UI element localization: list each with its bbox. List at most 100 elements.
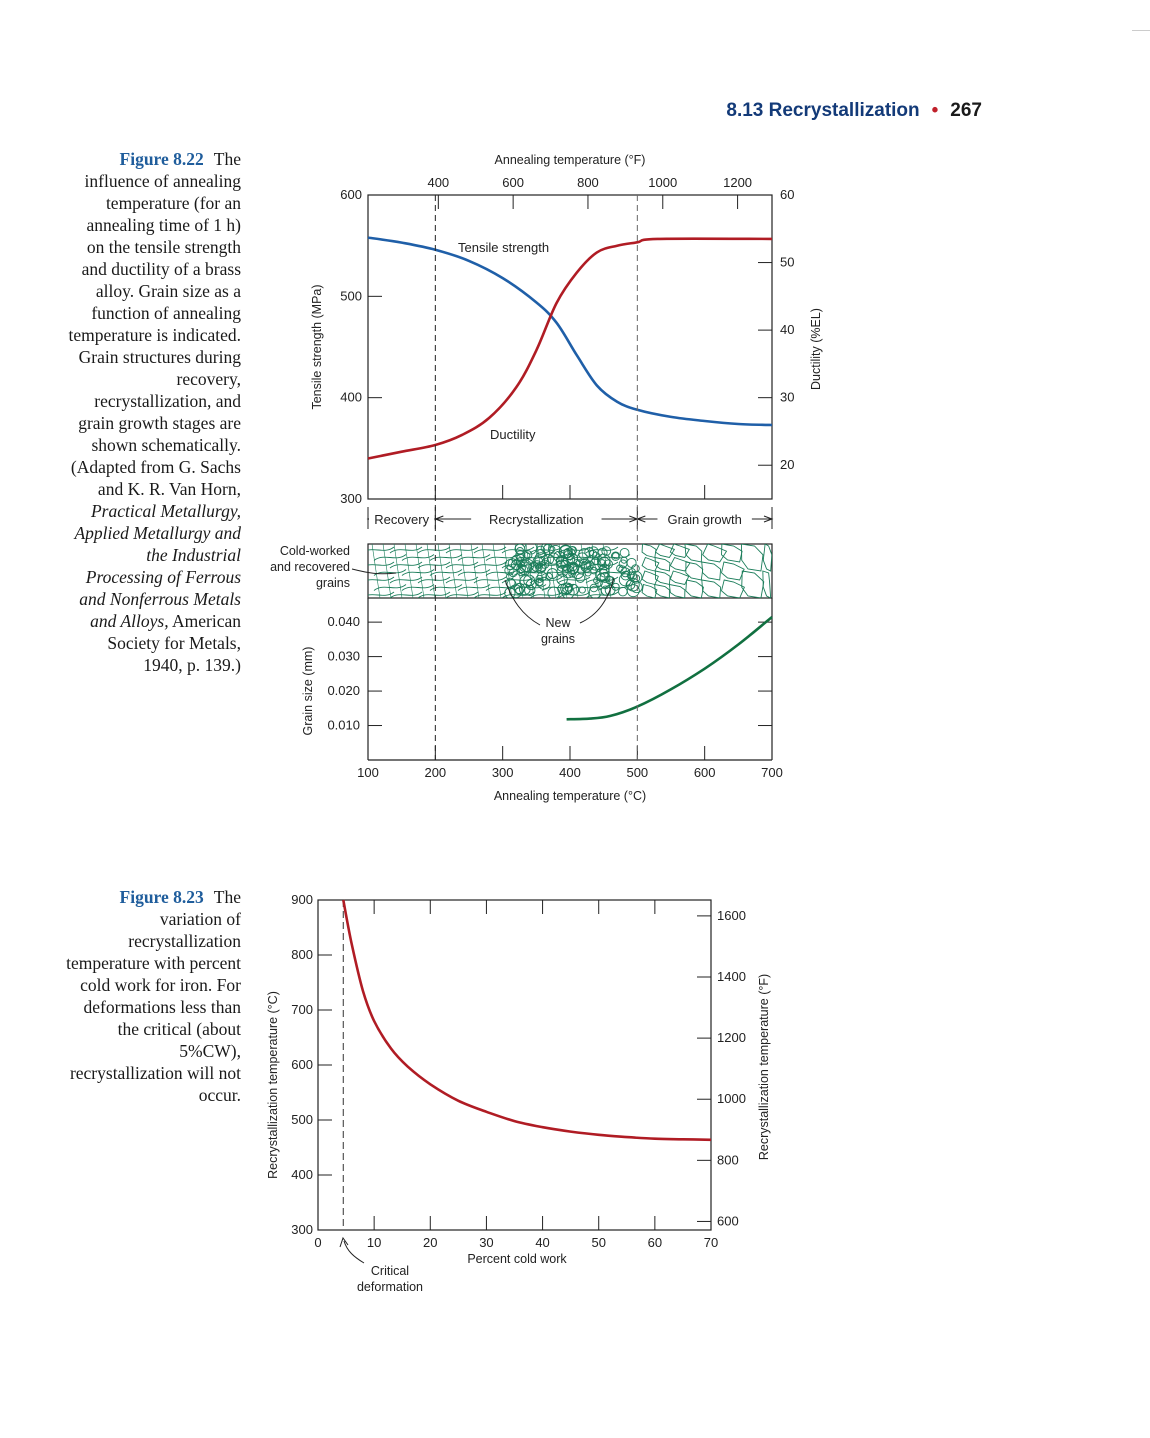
- grain-boundary: [401, 584, 435, 591]
- grain-boundary: [382, 544, 392, 598]
- y-tick-label-left: 800: [291, 947, 313, 962]
- x-tick-label: 50: [591, 1235, 605, 1250]
- new-grain: [629, 570, 643, 584]
- y-tick-label-right: 600: [717, 1213, 739, 1228]
- new-grain: [515, 547, 525, 556]
- x-axis-label-top: Annealing temperature (°F): [495, 153, 646, 167]
- figure-8-23-label: Figure 8.23: [119, 887, 204, 907]
- x-tick-label-top: 1000: [648, 175, 677, 190]
- plot-frame-strength: [367, 194, 773, 500]
- new-grain: [564, 583, 573, 592]
- series-line: [367, 236, 773, 427]
- annotation-arrow: [343, 1240, 365, 1264]
- y-tick-label-left: 700: [291, 1002, 313, 1017]
- x-tick-label-bottom: 400: [559, 765, 581, 780]
- x-tick-label: 60: [648, 1235, 662, 1250]
- x-tick-label-bottom: 700: [761, 765, 783, 780]
- x-tick-label: 20: [423, 1235, 437, 1250]
- new-grain: [605, 575, 614, 585]
- new-grain: [612, 552, 620, 560]
- grain-boundary: [437, 544, 447, 598]
- grain-boundary: [445, 591, 479, 598]
- grain-boundary: [470, 544, 480, 598]
- y-tick-label-left: 900: [291, 892, 313, 907]
- x-axis-label: Percent cold work: [467, 1252, 567, 1266]
- figure-8-22-caption: Figure 8.22 The influence of annealing te…: [66, 148, 242, 676]
- new-grain: [556, 559, 569, 572]
- series-label-ductility: Ductility: [490, 427, 536, 442]
- grain-boundary: [368, 546, 395, 551]
- grain-boundary: [417, 591, 451, 598]
- grain-boundary: [485, 569, 519, 576]
- header-bullet: •: [931, 100, 939, 121]
- grain-boundary: [401, 569, 435, 576]
- figure-8-22-chart: 300 400 500 600 20 30 40 50 60 400 600 800 1000 1200 A…: [270, 153, 823, 803]
- new-grain: [585, 560, 595, 570]
- grain-boundary: [654, 583, 670, 598]
- grain-boundary: [721, 579, 745, 598]
- grain-boundary: [373, 554, 407, 561]
- new-grain: [556, 564, 569, 577]
- grain-boundary: [669, 544, 690, 559]
- corner-mark: [1132, 30, 1150, 31]
- grain-boundary: [429, 584, 463, 591]
- y-axis-label-right: Recrystallization temperature (°F): [757, 974, 771, 1160]
- new-grain: [599, 572, 611, 583]
- grain-boundary: [459, 544, 469, 598]
- new-grain: [625, 580, 636, 590]
- new-grain: [547, 586, 561, 598]
- series-line: [342, 899, 712, 1142]
- grain-boundary: [740, 544, 764, 572]
- x-tick-label-top: 1200: [723, 175, 752, 190]
- grain-boundary: [597, 569, 631, 576]
- grain-boundary: [473, 561, 507, 569]
- new-grain: [537, 571, 548, 582]
- x-tick-label-bottom: 100: [357, 765, 379, 780]
- figure-8-22-caption-italic: Practical Metallurgy, Applied Metallurgy…: [74, 501, 241, 631]
- stage-label: Recrystallization: [489, 512, 584, 527]
- stage-label-bg: [368, 509, 435, 527]
- y-tick-label-right: 50: [780, 255, 794, 270]
- y-tick-label-left: 300: [291, 1222, 313, 1237]
- grain-boundary: [371, 544, 381, 598]
- x-tick-label-bottom: 600: [694, 765, 716, 780]
- grain-boundary: [415, 544, 425, 598]
- grain-boundary: [492, 544, 502, 598]
- new-grain: [548, 545, 556, 553]
- grain-y-tick-label: 0.010: [327, 718, 360, 733]
- annotation-critical-deformation: Critical deformation: [357, 1264, 423, 1294]
- grain-boundary: [654, 544, 676, 559]
- grain-boundary: [702, 544, 728, 563]
- new-grain: [601, 546, 612, 556]
- grain-boundary: [557, 576, 591, 584]
- grain-boundary: [445, 546, 479, 554]
- grain-boundary: [669, 556, 691, 572]
- figure-8-23-caption: Figure 8.23 The variation of recrystalliz…: [66, 886, 241, 1106]
- new-grain: [626, 578, 640, 592]
- x-axis-label-bottom: Annealing temperature (°C): [494, 789, 646, 803]
- grain-boundary: [457, 569, 491, 576]
- x-tick-label: 30: [479, 1235, 493, 1250]
- grain-boundary: [448, 544, 458, 598]
- new-grain: [578, 586, 586, 594]
- new-grain: [516, 567, 526, 577]
- new-grain: [504, 565, 515, 576]
- x-tick-label: 40: [535, 1235, 549, 1250]
- grain-y-axis-label: Grain size (mm): [301, 647, 315, 736]
- grain-boundary: [721, 544, 743, 563]
- new-grain: [595, 579, 603, 587]
- new-grain: [511, 554, 522, 566]
- y-tick-label-left: 500: [340, 288, 362, 303]
- new-grain: [618, 586, 628, 597]
- grain-boundary: [417, 576, 451, 584]
- new-grain: [619, 547, 630, 558]
- grain-boundary: [654, 556, 671, 572]
- new-grain: [524, 584, 536, 596]
- grain-boundary: [426, 544, 436, 598]
- grain-y-tick-label: 0.020: [327, 683, 360, 698]
- new-grain: [579, 558, 591, 570]
- microstructure-grains: [368, 544, 772, 598]
- new-grain: [576, 552, 588, 564]
- y-tick-label-right: 800: [717, 1152, 739, 1167]
- grain-boundary: [389, 591, 423, 598]
